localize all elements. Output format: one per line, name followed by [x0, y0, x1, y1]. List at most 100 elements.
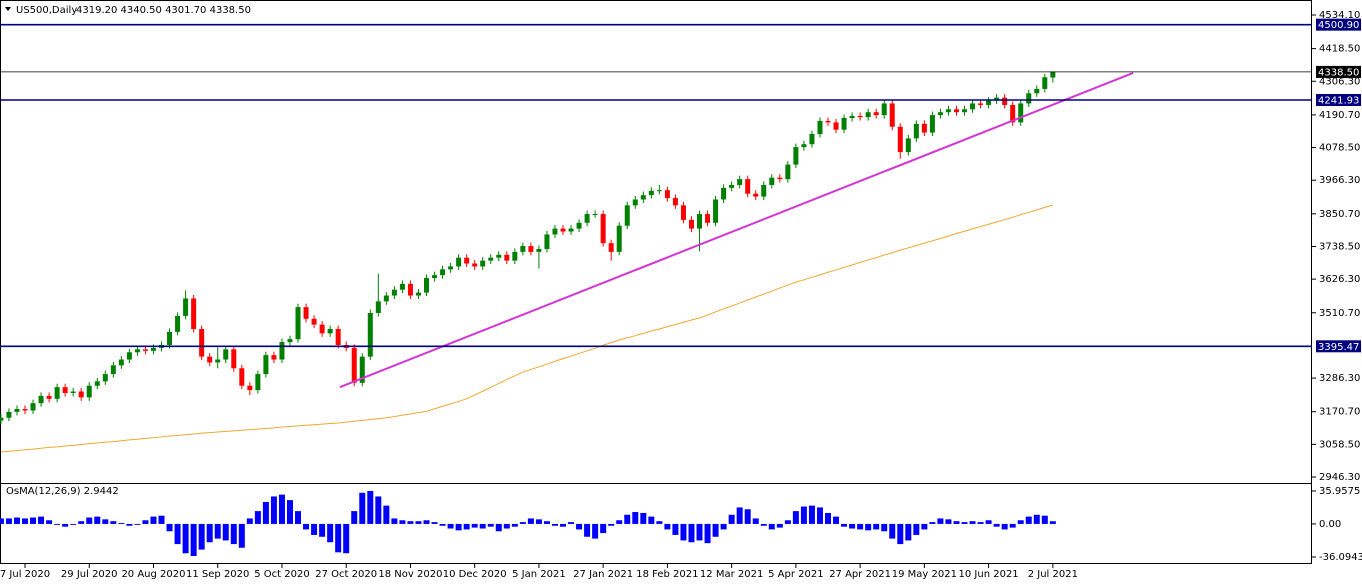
histogram-bar [463, 523, 470, 530]
histogram-bar [246, 518, 253, 524]
histogram-bar [455, 523, 462, 531]
histogram-bar [985, 520, 992, 524]
histogram-bar [142, 520, 149, 524]
histogram-bar [551, 523, 558, 526]
candle-body [327, 328, 333, 334]
y-tick-label: 3738.50 [1319, 241, 1360, 252]
y-tick-label: 3850.70 [1319, 209, 1360, 220]
x-tick-label: 10 Jun 2021 [959, 569, 1019, 580]
ohlc-readout: 4319.20 4340.50 4301.70 4338.50 [76, 5, 251, 16]
histogram-bar [881, 523, 888, 532]
candle-body [6, 411, 12, 418]
histogram-bar [182, 523, 189, 554]
histogram-bar [262, 501, 269, 524]
candle-body [817, 120, 823, 135]
histogram-bar [102, 519, 109, 524]
histogram-bar [86, 517, 93, 524]
candle-body [183, 298, 189, 316]
candle-body [688, 219, 694, 229]
y-tick-label: 2946.30 [1319, 472, 1360, 483]
price-level-label: 4241.93 [1318, 96, 1359, 107]
candle-body [335, 328, 341, 345]
x-tick-label: 27 Oct 2020 [315, 569, 377, 580]
histogram-bar [126, 523, 133, 526]
candle-body [287, 339, 293, 343]
candle-body [432, 275, 438, 279]
candle-body [576, 222, 582, 229]
candle-body [592, 214, 598, 216]
price-level-box [1316, 65, 1361, 78]
y-tick-label: 4306.30 [1319, 76, 1360, 87]
histogram-bar [439, 523, 446, 526]
histogram-bar [825, 512, 831, 524]
histogram-bar [712, 523, 719, 537]
candle-body [680, 205, 686, 220]
candle-body [46, 395, 52, 399]
candle-body [54, 387, 60, 399]
x-tick-label: 12 Mar 2021 [700, 569, 763, 580]
candle-body [448, 266, 454, 270]
histogram-bar [238, 523, 245, 548]
candle-body [86, 385, 92, 398]
histogram-bar [664, 523, 671, 530]
histogram-bar [198, 523, 205, 550]
candle-body [359, 356, 365, 383]
price-level-box [1316, 94, 1361, 107]
candle-body [62, 387, 68, 393]
histogram-bar [511, 523, 518, 527]
histogram-bar [62, 523, 69, 527]
price-level-label: 4338.50 [1318, 67, 1359, 78]
histogram-bar [174, 523, 181, 545]
histogram-bar [632, 512, 639, 524]
histogram-bar [704, 523, 711, 544]
candle-body [528, 246, 534, 252]
candle-body [22, 409, 28, 411]
histogram-bar [977, 522, 984, 524]
x-tick-label: 11 Sep 2020 [186, 569, 249, 580]
y-tick-label: 3510.70 [1319, 308, 1360, 319]
candle-body [761, 184, 767, 197]
histogram-bar [431, 522, 438, 524]
histogram-bar [118, 523, 125, 524]
histogram-bar [343, 523, 350, 554]
candle-body [223, 349, 229, 360]
histogram-bar [190, 523, 197, 556]
candle-body [175, 315, 181, 332]
candle-body [215, 359, 221, 363]
histogram-bar [568, 522, 575, 524]
candle-body [1018, 103, 1024, 123]
histogram-bar [94, 516, 101, 524]
histogram-bar [303, 523, 310, 530]
candle-body [1034, 88, 1040, 94]
candle-body [865, 112, 871, 118]
candle-body [624, 205, 630, 226]
histogram-bar [584, 523, 591, 537]
candle-body [303, 307, 309, 319]
candle-body [464, 257, 470, 264]
candle-body [584, 214, 590, 223]
candle-body [849, 115, 855, 119]
histogram-bar [792, 511, 799, 524]
histogram-bar [1009, 523, 1016, 528]
histogram-bar [969, 521, 976, 524]
candle-body [440, 269, 446, 276]
histogram-bar [624, 514, 631, 524]
histogram-bar [953, 521, 960, 524]
candle-body [825, 120, 831, 123]
candle-body [737, 179, 743, 185]
candle-body [311, 318, 317, 325]
candle-body [512, 251, 518, 261]
y-tick-label: 4190.70 [1319, 110, 1360, 121]
candle-body [913, 123, 919, 139]
candle-body [271, 355, 277, 360]
candle-body [239, 368, 245, 386]
histogram-bar [527, 518, 534, 524]
candle-body [367, 312, 373, 357]
candle-body [38, 395, 44, 404]
histogram-bar [784, 520, 791, 524]
histogram-bar [592, 523, 599, 539]
histogram-bar [728, 514, 735, 524]
y-tick-label: 0.00 [1319, 519, 1341, 530]
candle-body [391, 289, 397, 296]
candle-body [560, 228, 566, 232]
